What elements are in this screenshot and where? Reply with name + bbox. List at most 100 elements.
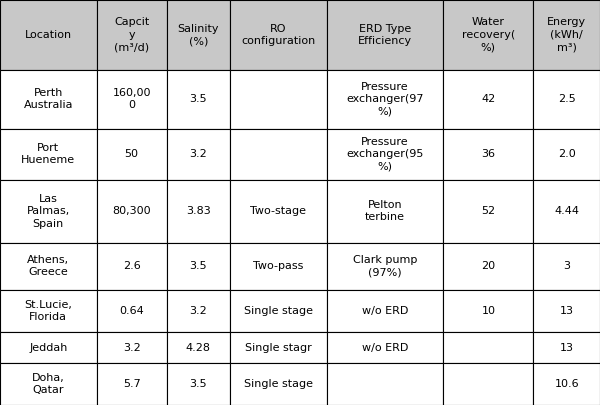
- Bar: [443, 70, 533, 129]
- Text: Pressure
exchanger(97
%): Pressure exchanger(97 %): [346, 82, 424, 117]
- Bar: [167, 0, 230, 70]
- Bar: [533, 333, 600, 363]
- Bar: [0, 129, 97, 180]
- Bar: [167, 70, 230, 129]
- Text: 80,300: 80,300: [112, 206, 151, 216]
- Bar: [230, 70, 326, 129]
- Bar: [167, 333, 230, 363]
- Text: 3.2: 3.2: [123, 343, 140, 353]
- Bar: [167, 180, 230, 243]
- Bar: [326, 363, 443, 405]
- Bar: [167, 129, 230, 180]
- Text: Single stagr: Single stagr: [245, 343, 312, 353]
- Bar: [167, 363, 230, 405]
- Text: Two-pass: Two-pass: [253, 261, 304, 271]
- Bar: [533, 0, 600, 70]
- Bar: [167, 290, 230, 333]
- Text: 160,00
0: 160,00 0: [112, 88, 151, 111]
- Bar: [97, 243, 167, 290]
- Text: Jeddah: Jeddah: [29, 343, 68, 353]
- Text: 42: 42: [481, 94, 496, 104]
- Bar: [97, 70, 167, 129]
- Bar: [443, 333, 533, 363]
- Text: 3.5: 3.5: [190, 261, 207, 271]
- Text: Location: Location: [25, 30, 72, 40]
- Text: Single stage: Single stage: [244, 306, 313, 316]
- Bar: [443, 363, 533, 405]
- Bar: [326, 290, 443, 333]
- Text: Athens,
Greece: Athens, Greece: [27, 255, 70, 277]
- Bar: [533, 70, 600, 129]
- Bar: [326, 180, 443, 243]
- Text: 2.0: 2.0: [558, 149, 575, 159]
- Text: Clark pump
(97%): Clark pump (97%): [353, 255, 417, 277]
- Text: 2.5: 2.5: [558, 94, 575, 104]
- Bar: [230, 0, 326, 70]
- Bar: [326, 0, 443, 70]
- Text: 13: 13: [560, 306, 574, 316]
- Text: Las
Palmas,
Spain: Las Palmas, Spain: [27, 194, 70, 229]
- Text: Pressure
exchanger(95
%): Pressure exchanger(95 %): [346, 137, 424, 172]
- Bar: [443, 129, 533, 180]
- Bar: [0, 180, 97, 243]
- Text: Water
recovery(
%): Water recovery( %): [462, 17, 515, 52]
- Text: 10.6: 10.6: [554, 379, 579, 389]
- Bar: [326, 243, 443, 290]
- Bar: [0, 363, 97, 405]
- Text: 3.2: 3.2: [190, 149, 207, 159]
- Text: 36: 36: [481, 149, 496, 159]
- Bar: [533, 363, 600, 405]
- Bar: [97, 129, 167, 180]
- Text: 0.64: 0.64: [119, 306, 144, 316]
- Text: Pelton
terbine: Pelton terbine: [365, 200, 405, 222]
- Text: 4.44: 4.44: [554, 206, 579, 216]
- Text: 52: 52: [481, 206, 496, 216]
- Text: Capcit
y
(m³/d): Capcit y (m³/d): [114, 17, 149, 52]
- Bar: [230, 243, 326, 290]
- Bar: [533, 180, 600, 243]
- Bar: [97, 333, 167, 363]
- Bar: [230, 363, 326, 405]
- Text: 3.83: 3.83: [186, 206, 211, 216]
- Text: Two-stage: Two-stage: [250, 206, 307, 216]
- Bar: [443, 0, 533, 70]
- Bar: [167, 243, 230, 290]
- Bar: [97, 180, 167, 243]
- Bar: [0, 290, 97, 333]
- Text: w/o ERD: w/o ERD: [362, 306, 408, 316]
- Bar: [97, 290, 167, 333]
- Text: 10: 10: [481, 306, 496, 316]
- Text: Energy
(kWh/
m³): Energy (kWh/ m³): [547, 17, 586, 52]
- Text: St.Lucie,
Florida: St.Lucie, Florida: [25, 300, 72, 322]
- Text: Doha,
Qatar: Doha, Qatar: [32, 373, 65, 395]
- Text: Port
Hueneme: Port Hueneme: [21, 143, 76, 165]
- Bar: [326, 333, 443, 363]
- Bar: [0, 243, 97, 290]
- Text: 3: 3: [563, 261, 570, 271]
- Text: ERD Type
Efficiency: ERD Type Efficiency: [358, 23, 412, 46]
- Bar: [326, 129, 443, 180]
- Bar: [443, 243, 533, 290]
- Bar: [0, 333, 97, 363]
- Text: 13: 13: [560, 343, 574, 353]
- Text: Perth
Australia: Perth Australia: [23, 88, 73, 111]
- Bar: [230, 290, 326, 333]
- Text: 50: 50: [125, 149, 139, 159]
- Bar: [0, 0, 97, 70]
- Bar: [230, 180, 326, 243]
- Text: 3.5: 3.5: [190, 379, 207, 389]
- Text: Salinity
(%): Salinity (%): [178, 23, 219, 46]
- Text: w/o ERD: w/o ERD: [362, 343, 408, 353]
- Text: 4.28: 4.28: [186, 343, 211, 353]
- Text: 5.7: 5.7: [123, 379, 140, 389]
- Bar: [97, 0, 167, 70]
- Bar: [443, 290, 533, 333]
- Text: 2.6: 2.6: [123, 261, 140, 271]
- Bar: [533, 129, 600, 180]
- Bar: [533, 290, 600, 333]
- Text: 3.5: 3.5: [190, 94, 207, 104]
- Bar: [97, 363, 167, 405]
- Bar: [326, 70, 443, 129]
- Text: RO
configuration: RO configuration: [241, 23, 316, 46]
- Bar: [230, 129, 326, 180]
